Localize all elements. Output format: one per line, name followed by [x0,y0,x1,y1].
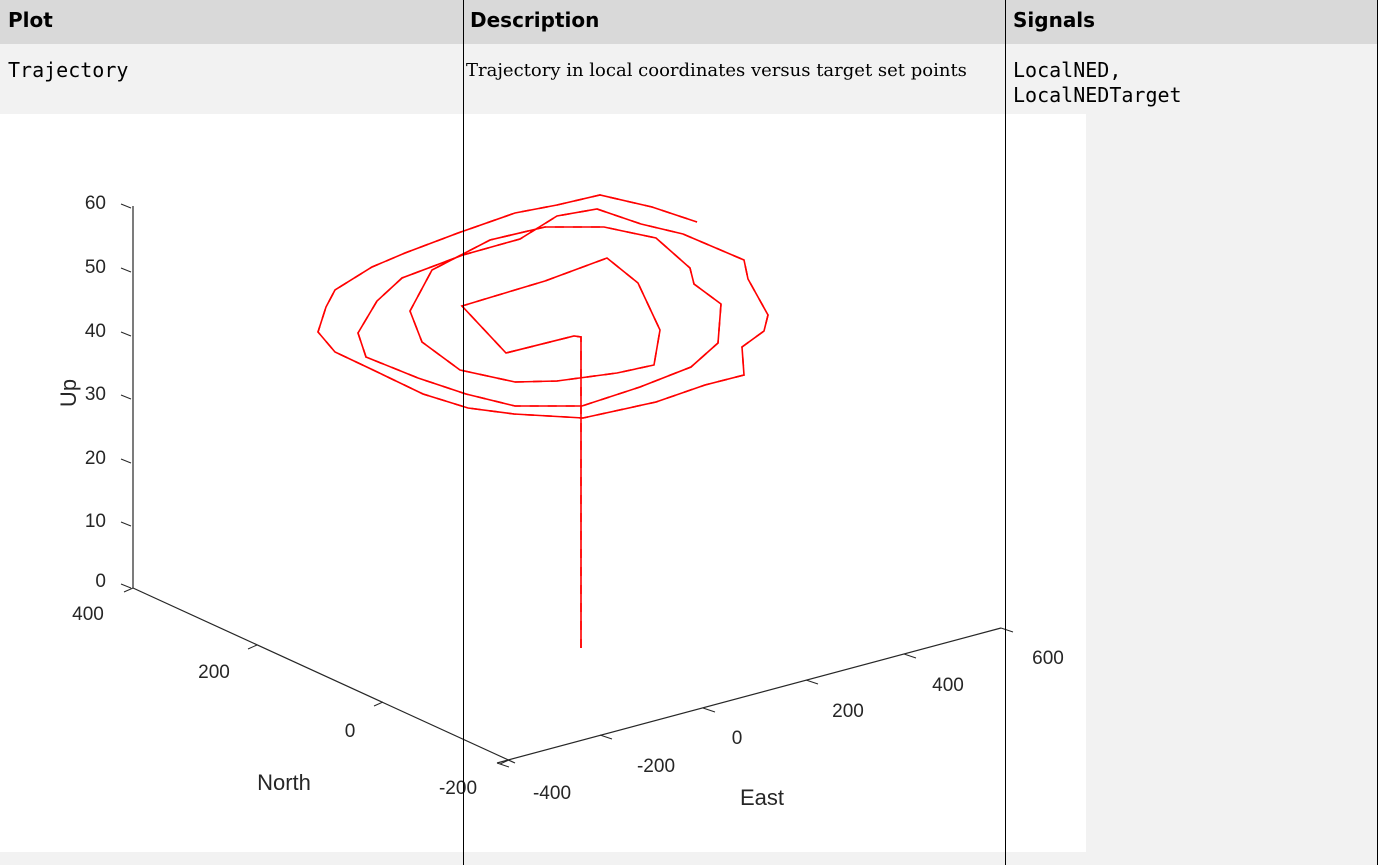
header-plot: Plot [8,8,53,32]
z-tick-label: 40 [85,321,106,342]
header-signals: Signals [1013,8,1096,32]
z-tick-label: 0 [95,571,106,592]
z-ticks [120,203,132,589]
north-ticks [123,587,510,765]
east-axis [496,627,1002,764]
z-tick-label: 10 [85,511,106,532]
east-tick-label: 0 [732,728,743,749]
header-description: Description [470,8,600,32]
signals-cell-background [1086,114,1378,852]
east-tick-label: 400 [932,675,964,696]
north-tick-label: 0 [345,721,356,742]
trajectory-plot: 60 50 40 30 20 10 0 Up 400 200 0 -200 No… [0,114,1086,852]
z-tick-label: 20 [85,448,106,469]
column-divider [463,0,464,865]
table-row-bottom [0,852,1378,865]
east-ticks [496,627,1014,768]
cell-description: Trajectory in local coordinates versus t… [466,60,967,81]
z-tick-label: 50 [85,257,106,278]
cell-plot-name: Trajectory [8,58,129,82]
z-axis-label: Up [56,379,81,407]
cell-signals-2: LocalNEDTarget [1013,83,1182,107]
series-local-ned-target-line [317,194,769,649]
east-tick-label: 200 [832,701,864,722]
table-row [0,44,1378,114]
column-divider [1005,0,1006,865]
table-header: Plot Description Signals [0,0,1378,44]
north-axis-label: North [257,770,311,795]
east-tick-label: 600 [1032,648,1064,669]
cell-signals-1: LocalNED, [1013,58,1122,82]
z-tick-label: 60 [85,193,106,214]
north-tick-label: 200 [198,662,230,683]
north-axis [132,587,516,764]
series-local-ned-line [317,194,769,648]
east-tick-label: -200 [637,756,675,777]
north-tick-label: -200 [439,778,477,799]
east-tick-label: -400 [533,783,571,804]
east-axis-label: East [740,785,784,810]
z-tick-label: 30 [85,384,106,405]
north-tick-label: 400 [72,604,104,625]
trajectory-chart: 60 50 40 30 20 10 0 Up 400 200 0 -200 No… [56,193,1064,810]
